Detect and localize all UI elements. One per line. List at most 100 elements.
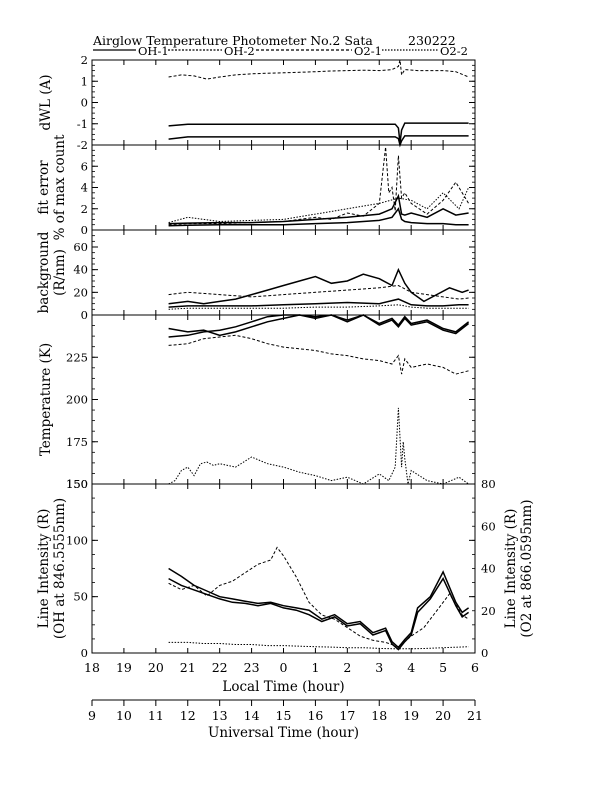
y-tick-label: 200: [66, 393, 88, 407]
series-line-line-intensity-oh-2: [168, 577, 470, 651]
series-line-background-o2-1: [168, 284, 469, 300]
y-right-tick-label: 20: [481, 604, 496, 618]
x-tick-label-local: 23: [244, 660, 260, 675]
panel-frame-fit-error: [91, 144, 476, 231]
x-tick-label-local: 20: [148, 660, 164, 675]
x-tick-label-ut: 9: [88, 708, 96, 723]
series-line-dwl-o2-1: [168, 59, 469, 80]
series-line-line-intensity-oh-1: [168, 567, 470, 649]
series-line-background-oh-2: [168, 298, 469, 308]
y-right-tick-label: 80: [481, 477, 496, 491]
y-tick-label: 0: [81, 308, 88, 322]
series-line-dwl-oh-1: [168, 122, 469, 143]
y-axis-label: dWL (A): [38, 74, 54, 130]
series-line-line-intensity-o2-2: [168, 641, 469, 650]
x-tick-label-local: 3: [375, 660, 383, 675]
y-tick-label: 20: [73, 285, 88, 299]
y-axis-label: Line Intensity (R): [36, 509, 52, 629]
y-tick-label: 0: [81, 646, 88, 660]
y-tick-label: 100: [66, 533, 88, 547]
series-line-temperature-oh-2: [168, 314, 470, 338]
y-right-axis-label: Line Intensity (R): [503, 509, 519, 629]
y-tick-label: 175: [66, 435, 88, 449]
x-tick-label-local: 22: [212, 660, 228, 675]
date-code: 230222: [408, 33, 456, 48]
panel-fit-error: 0 2 4 6 fit error% of max count: [36, 134, 476, 240]
y-axis-label: background: [36, 231, 52, 313]
y-tick-label: 150: [66, 477, 88, 491]
series-line-fit-error-oh-1: [168, 207, 469, 227]
x-tick-label-local: 4: [407, 660, 415, 675]
legend: OH-1 OH-2 O2-1 O2-2: [93, 44, 468, 58]
y-tick-label: 150: [66, 477, 88, 491]
y-axis-label: (R/nm): [52, 249, 68, 296]
x-tick-label-ut: 17: [339, 708, 355, 723]
x-tick-label-ut: 11: [148, 708, 164, 723]
figure-title: Airglow Temperature Photometer No.2 Sata: [92, 33, 373, 48]
series-line-temperature-oh-1: [168, 314, 470, 337]
x-tick-label-ut: 15: [276, 708, 292, 723]
y-tick-label: -1: [77, 117, 88, 131]
x-axis-label-local: Local Time (hour): [222, 679, 344, 695]
y-axis-label: fit error: [36, 160, 52, 215]
x-tick-label-local: 19: [116, 660, 132, 675]
series-line-dwl-oh-2: [168, 135, 469, 148]
y-right-axis-label: (O2 at 866.0595nm): [519, 499, 535, 637]
x-tick-label-local: 1: [311, 660, 319, 675]
y-tick-label: 2: [81, 202, 88, 216]
x-tick-label-local: 5: [439, 660, 447, 675]
x-tick-label-ut: 19: [403, 708, 419, 723]
y-tick-label: 6: [81, 159, 88, 173]
y-tick-label: 60: [73, 240, 88, 254]
y-tick-label: 50: [73, 590, 88, 604]
x-tick-label-local: 2: [343, 660, 351, 675]
x-tick-label-ut: 20: [435, 708, 451, 723]
y-tick-label: 2: [81, 53, 88, 67]
y-tick-label: -2: [77, 138, 88, 152]
panel-frame-line-intensity: [91, 483, 476, 654]
legend-label-o2-1: O2-1: [354, 44, 382, 58]
y-axis-label: Temperature (K): [38, 343, 54, 456]
y-tick-label: 1: [81, 74, 88, 88]
panel-frame-background: [91, 229, 476, 316]
x-tick-label-ut: 16: [307, 708, 323, 723]
series-line-line-intensity-o2-1: [168, 546, 469, 648]
x-tick-label-local: 0: [280, 660, 288, 675]
x-tick-label-ut: 10: [116, 708, 132, 723]
y-tick-label: 0: [81, 96, 88, 110]
y-tick-label: 40: [73, 263, 88, 277]
series-line-fit-error-o2-2: [168, 187, 470, 224]
series-line-fit-error-oh-2: [168, 193, 469, 225]
x-tick-label-local: 6: [471, 660, 479, 675]
y-tick-label: 0: [81, 223, 88, 237]
x-axis-label-ut: Universal Time (hour): [208, 725, 359, 741]
panel-dwl: -2 -1 0 1 2 dWL (A): [38, 53, 476, 152]
legend-label-oh-1: OH-1: [138, 44, 169, 58]
legend-label-o2-2: O2-2: [440, 44, 468, 58]
chart-panels: -2 -1 0 1 2 dWL (A) 0 2 4 6 fit error% of max coun…: [36, 53, 535, 660]
x-tick-label-ut: 14: [244, 708, 260, 723]
x-tick-label-ut: 12: [180, 708, 196, 723]
series-line-temperature-o2-2: [168, 407, 469, 485]
x-tick-label-local: 21: [180, 660, 196, 675]
series-line-background-oh-1: [168, 267, 469, 305]
series-line-fit-error-o2-1: [168, 147, 470, 226]
y-right-tick-label: 60: [481, 519, 496, 533]
x-tick-label-ut: 21: [467, 708, 483, 723]
legend-label-oh-2: OH-2: [224, 44, 255, 58]
y-axis-label: (OH at 846.5555nm): [52, 498, 68, 639]
y-right-tick-label: 40: [481, 562, 496, 576]
y-axis-label: % of max count: [52, 134, 68, 240]
x-tick-label-ut: 13: [212, 708, 228, 723]
x-tick-label-ut: 18: [371, 708, 387, 723]
y-tick-label: 225: [66, 350, 88, 364]
y-right-tick-label: 0: [481, 646, 488, 660]
series-line-temperature-o2-1: [168, 334, 469, 375]
panel-temperature: 150 175 200 225 Temperature (K): [38, 314, 476, 491]
x-tick-label-local: 18: [84, 660, 100, 675]
figure-header: Airglow Temperature Photometer No.2 Sata…: [92, 33, 456, 48]
panel-frame-temperature: [91, 314, 476, 485]
